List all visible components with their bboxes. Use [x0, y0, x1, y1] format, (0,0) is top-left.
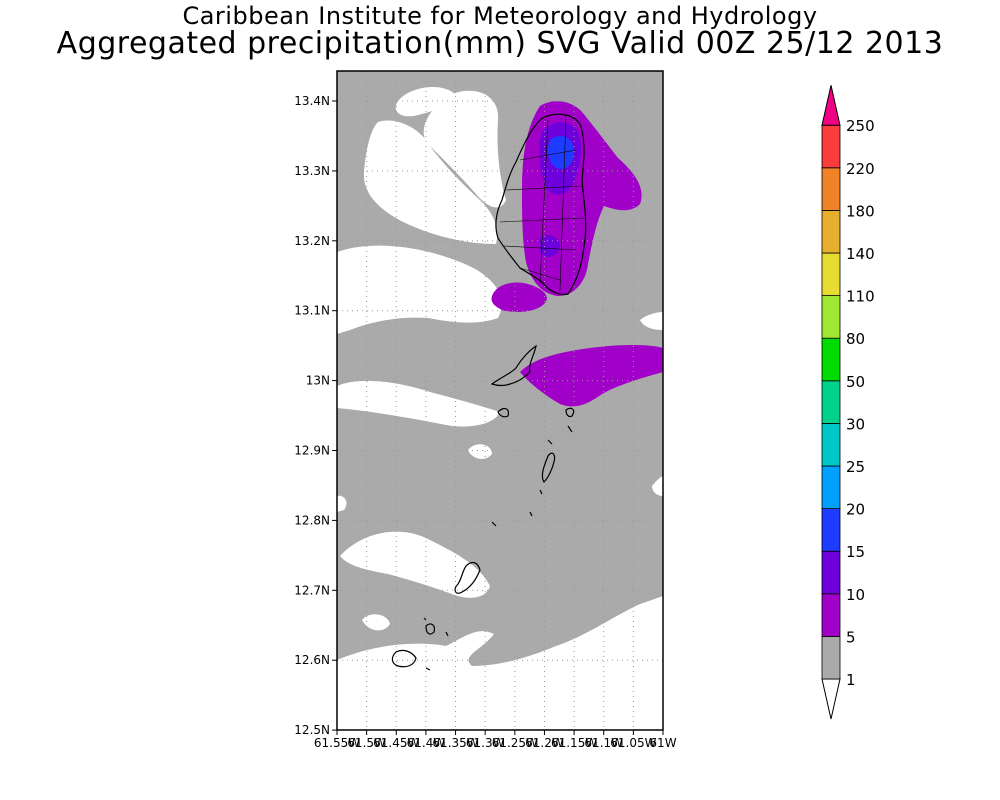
- map-frame: [336, 70, 664, 731]
- field-below-1mm: [337, 86, 663, 730]
- legend-level-label: 30: [846, 415, 865, 433]
- lat-tick-label: 13.1N: [294, 304, 330, 318]
- canouan-outline: [539, 439, 556, 495]
- legend-swatch: [821, 593, 841, 637]
- lat-tick-label: 13.3N: [294, 164, 330, 178]
- lon-tick-label: 61.55W: [314, 736, 360, 750]
- legend-swatch: [821, 337, 841, 382]
- lon-tick-label: 61.35W: [432, 736, 478, 750]
- lat-tick-label: 12.9N: [294, 444, 330, 458]
- legend-level-label: 50: [846, 373, 865, 391]
- legend-swatch: [821, 167, 841, 211]
- legend-swatch: [821, 124, 841, 169]
- st-vincent-outline: [495, 113, 587, 296]
- lon-tick-label: 61.4W: [407, 736, 446, 750]
- tobago-cays-outline: [491, 511, 533, 527]
- carriacou-outline: [423, 617, 449, 637]
- latitude-axis: 13.4N 13.3N 13.2N 13.1N 13N 12.9N 12.8N 12.7N 12…: [294, 94, 337, 737]
- legend-level-label: 110: [846, 288, 875, 306]
- legend-level-label: 15: [846, 543, 865, 561]
- legend-high-cap: [821, 85, 841, 126]
- legend-level-label: 5: [846, 628, 856, 646]
- lat-tick-label: 12.6N: [294, 653, 330, 667]
- legend-level-label: 250: [846, 117, 875, 135]
- lat-tick-label: 12.5N: [294, 723, 330, 737]
- legend-bar: [821, 85, 841, 720]
- legend-swatch: [821, 550, 841, 595]
- legend-level-label: 220: [846, 160, 875, 178]
- lat-tick-label: 13.2N: [294, 234, 330, 248]
- legend-level-label: 25: [846, 458, 865, 476]
- legend-swatch: [821, 380, 841, 424]
- legend-level-label: 10: [846, 586, 865, 604]
- legend-swatch: [821, 252, 841, 296]
- map-field: [337, 71, 663, 730]
- longitude-axis: 61.55W61.5W61.45W61.4W61.35W61.3W61.25W6…: [314, 730, 677, 750]
- lon-tick-label: 61W: [649, 736, 676, 750]
- legend-swatch: [821, 295, 841, 339]
- legend-level-label: 1: [846, 671, 856, 689]
- petite-martinique-outline: [391, 649, 431, 671]
- mustique-outline: [497, 407, 509, 418]
- lat-tick-label: 13N: [306, 374, 330, 388]
- baliceaux-outline: [565, 407, 575, 433]
- legend-swatch: [821, 508, 841, 552]
- legend-swatch: [821, 209, 841, 254]
- lon-tick-label: 61.2W: [525, 736, 564, 750]
- legend-level-label: 140: [846, 245, 875, 263]
- union-island-outline: [454, 561, 481, 594]
- lon-tick-label: 61.45W: [373, 736, 419, 750]
- lon-tick-label: 61.3W: [466, 736, 505, 750]
- island-outlines: [391, 113, 587, 671]
- lat-tick-label: 13.4N: [294, 94, 330, 108]
- bequia-outline: [490, 344, 537, 387]
- lon-tick-label: 61.5W: [347, 736, 386, 750]
- legend-level-label: 20: [846, 501, 865, 519]
- lon-tick-label: 61.25W: [492, 736, 538, 750]
- lat-tick-label: 12.8N: [294, 513, 330, 527]
- chart-title: Caribbean Institute for Meteorology and …: [182, 2, 818, 30]
- legend-swatch: [821, 422, 841, 467]
- chart-subtitle: Aggregated precipitation(mm) SVG Valid 0…: [56, 26, 944, 61]
- lon-tick-label: 61.05W: [610, 736, 656, 750]
- lon-tick-label: 61.15W: [551, 736, 597, 750]
- lat-tick-label: 12.7N: [294, 583, 330, 597]
- legend-swatch: [821, 636, 841, 680]
- legend-swatch: [821, 465, 841, 509]
- lon-tick-label: 61.1W: [584, 736, 623, 750]
- legend-low-cap: [821, 678, 841, 720]
- legend-level-label: 80: [846, 330, 865, 348]
- st-vincent-boundaries: [499, 115, 585, 291]
- field-5-10mm: [491, 101, 663, 407]
- legend-level-label: 180: [846, 202, 875, 220]
